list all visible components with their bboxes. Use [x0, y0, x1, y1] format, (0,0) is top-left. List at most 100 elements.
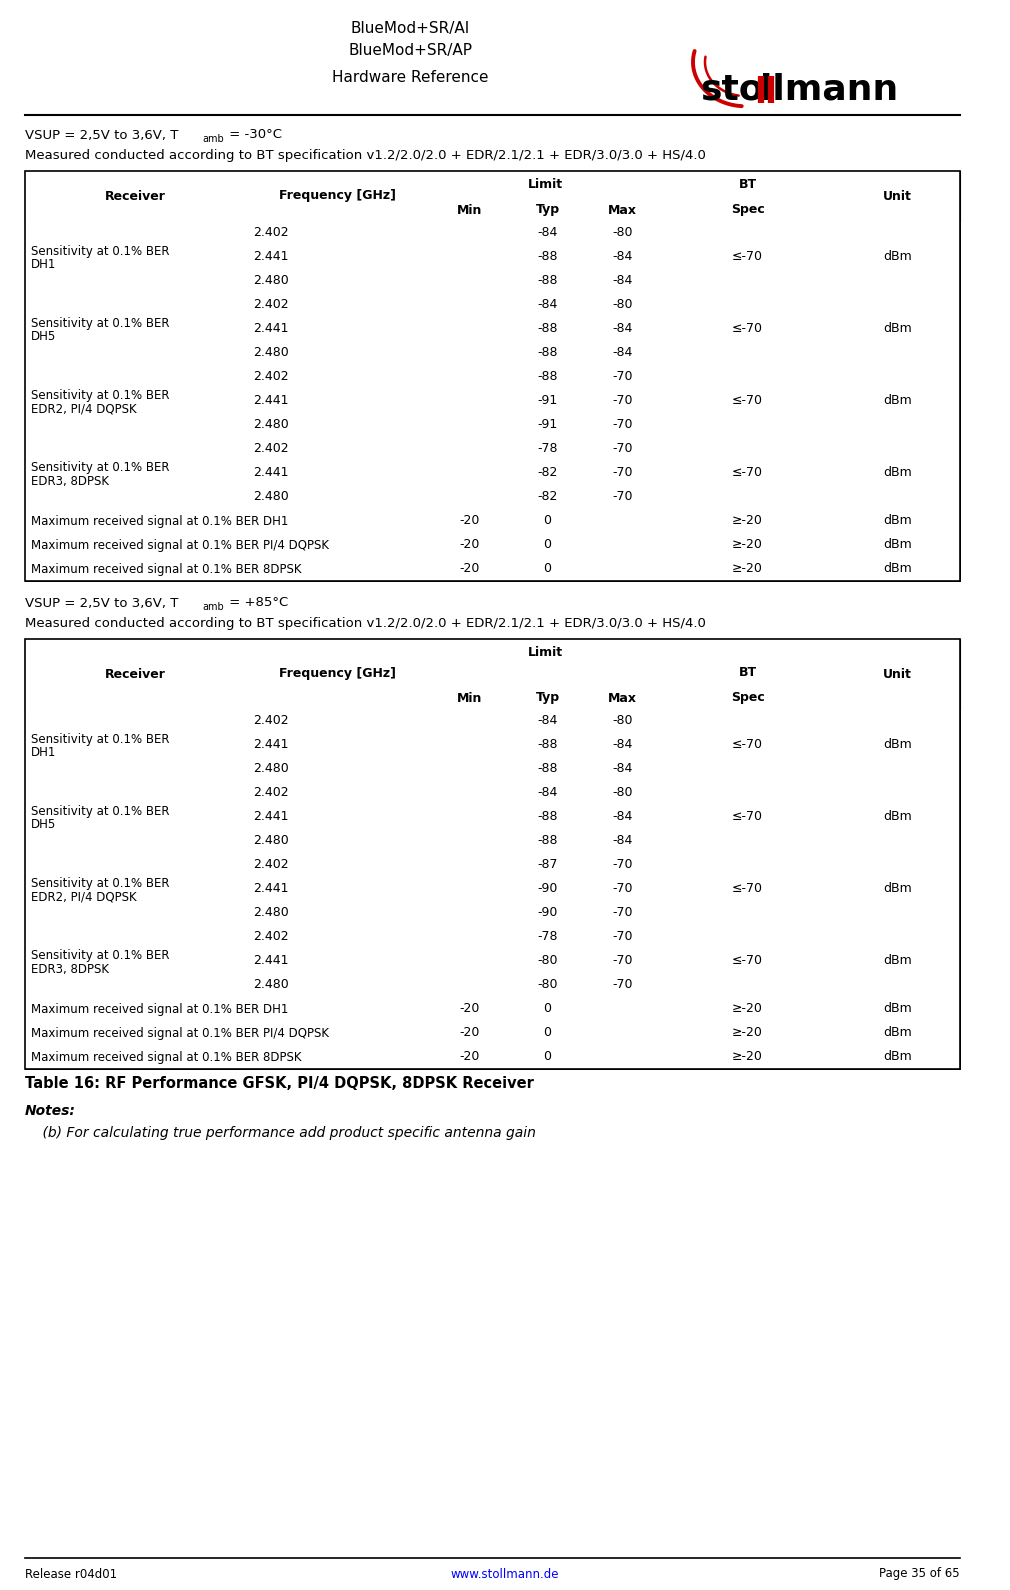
- Text: Sensitivity at 0.1% BER: Sensitivity at 0.1% BER: [31, 876, 170, 889]
- Text: 2.441: 2.441: [252, 882, 289, 895]
- Bar: [245, 709, 430, 733]
- Text: VSUP = 2,5V to 3,6V, T: VSUP = 2,5V to 3,6V, T: [25, 129, 179, 142]
- Text: amb: amb: [202, 134, 224, 145]
- Bar: [835, 437, 960, 509]
- Text: -80: -80: [612, 299, 632, 312]
- Text: Maximum received signal at 0.1% BER DH1: Maximum received signal at 0.1% BER DH1: [31, 515, 289, 528]
- Bar: [510, 199, 585, 221]
- Text: Page 35 of 65: Page 35 of 65: [880, 1568, 960, 1580]
- Bar: [430, 733, 510, 757]
- Bar: [25, 509, 245, 533]
- Bar: [660, 509, 835, 533]
- Text: 2.441: 2.441: [252, 251, 289, 264]
- Bar: [245, 852, 430, 878]
- Bar: [245, 172, 430, 221]
- Text: -20: -20: [460, 1051, 480, 1064]
- Text: EDR2, PI/4 DQPSK: EDR2, PI/4 DQPSK: [31, 402, 136, 415]
- Text: ≤-70: ≤-70: [732, 882, 763, 895]
- Text: -78: -78: [537, 930, 558, 943]
- Bar: [245, 997, 430, 1021]
- Bar: [585, 709, 660, 733]
- Bar: [835, 852, 960, 925]
- Bar: [660, 172, 835, 221]
- Bar: [660, 709, 835, 781]
- Text: dBm: dBm: [883, 811, 912, 824]
- Bar: [585, 733, 660, 757]
- Text: -80: -80: [537, 978, 558, 992]
- Bar: [585, 221, 660, 245]
- Bar: [510, 1021, 585, 1045]
- Text: -20: -20: [460, 1027, 480, 1040]
- Bar: [510, 390, 585, 413]
- Bar: [660, 1045, 835, 1068]
- Bar: [660, 781, 835, 852]
- Bar: [430, 461, 510, 485]
- Text: -20: -20: [460, 515, 480, 528]
- Bar: [585, 269, 660, 293]
- Bar: [585, 390, 660, 413]
- Bar: [585, 316, 660, 340]
- Text: Min: Min: [458, 692, 483, 704]
- Bar: [585, 366, 660, 390]
- Text: Sensitivity at 0.1% BER: Sensitivity at 0.1% BER: [31, 245, 170, 258]
- Text: Typ: Typ: [535, 692, 560, 704]
- Text: 2.480: 2.480: [252, 275, 289, 288]
- Text: Maximum received signal at 0.1% BER 8DPSK: Maximum received signal at 0.1% BER 8DPS…: [31, 563, 302, 576]
- Text: 2.402: 2.402: [252, 787, 289, 800]
- Bar: [660, 925, 835, 997]
- Bar: [660, 997, 835, 1021]
- Bar: [430, 316, 510, 340]
- Text: Release r04d01: Release r04d01: [25, 1568, 117, 1580]
- Text: Frequency [GHz]: Frequency [GHz]: [279, 189, 396, 202]
- Text: -87: -87: [537, 859, 558, 871]
- Text: -84: -84: [612, 763, 632, 776]
- Text: dBm: dBm: [883, 1003, 912, 1016]
- Text: -20: -20: [460, 563, 480, 576]
- Bar: [245, 509, 430, 533]
- Bar: [25, 556, 245, 580]
- Bar: [585, 925, 660, 949]
- Bar: [245, 533, 430, 556]
- Bar: [510, 245, 585, 269]
- Bar: [430, 997, 510, 1021]
- Bar: [245, 925, 430, 949]
- Bar: [245, 902, 430, 925]
- Bar: [25, 1045, 245, 1068]
- Text: -91: -91: [537, 418, 558, 431]
- Bar: [510, 461, 585, 485]
- Bar: [430, 1045, 510, 1068]
- Bar: [430, 878, 510, 902]
- Bar: [245, 973, 430, 997]
- Bar: [585, 485, 660, 509]
- Text: Maximum received signal at 0.1% BER PI/4 DQPSK: Maximum received signal at 0.1% BER PI/4…: [31, 1027, 329, 1040]
- Bar: [245, 245, 430, 269]
- Text: -84: -84: [537, 714, 558, 728]
- Bar: [245, 366, 430, 390]
- Text: -82: -82: [537, 490, 558, 504]
- Text: -84: -84: [612, 835, 632, 847]
- Text: ≤-70: ≤-70: [732, 323, 763, 335]
- Bar: [510, 293, 585, 316]
- Text: -88: -88: [537, 738, 558, 752]
- Bar: [835, 709, 960, 781]
- Text: Sensitivity at 0.1% BER: Sensitivity at 0.1% BER: [31, 461, 170, 474]
- Bar: [245, 437, 430, 461]
- Bar: [660, 293, 835, 366]
- Text: 2.402: 2.402: [252, 859, 289, 871]
- Bar: [585, 293, 660, 316]
- Text: Unit: Unit: [883, 189, 912, 202]
- Bar: [430, 925, 510, 949]
- Text: 2.402: 2.402: [252, 714, 289, 728]
- Bar: [510, 828, 585, 852]
- Text: -84: -84: [612, 275, 632, 288]
- Bar: [245, 556, 430, 580]
- Text: ≤-70: ≤-70: [732, 811, 763, 824]
- Bar: [585, 1045, 660, 1068]
- Bar: [835, 293, 960, 366]
- Text: Typ: Typ: [535, 204, 560, 216]
- Bar: [585, 199, 660, 221]
- Text: BlueMod+SR/AP: BlueMod+SR/AP: [348, 43, 472, 57]
- Bar: [585, 340, 660, 366]
- Text: -84: -84: [537, 226, 558, 240]
- Text: dBm: dBm: [883, 738, 912, 752]
